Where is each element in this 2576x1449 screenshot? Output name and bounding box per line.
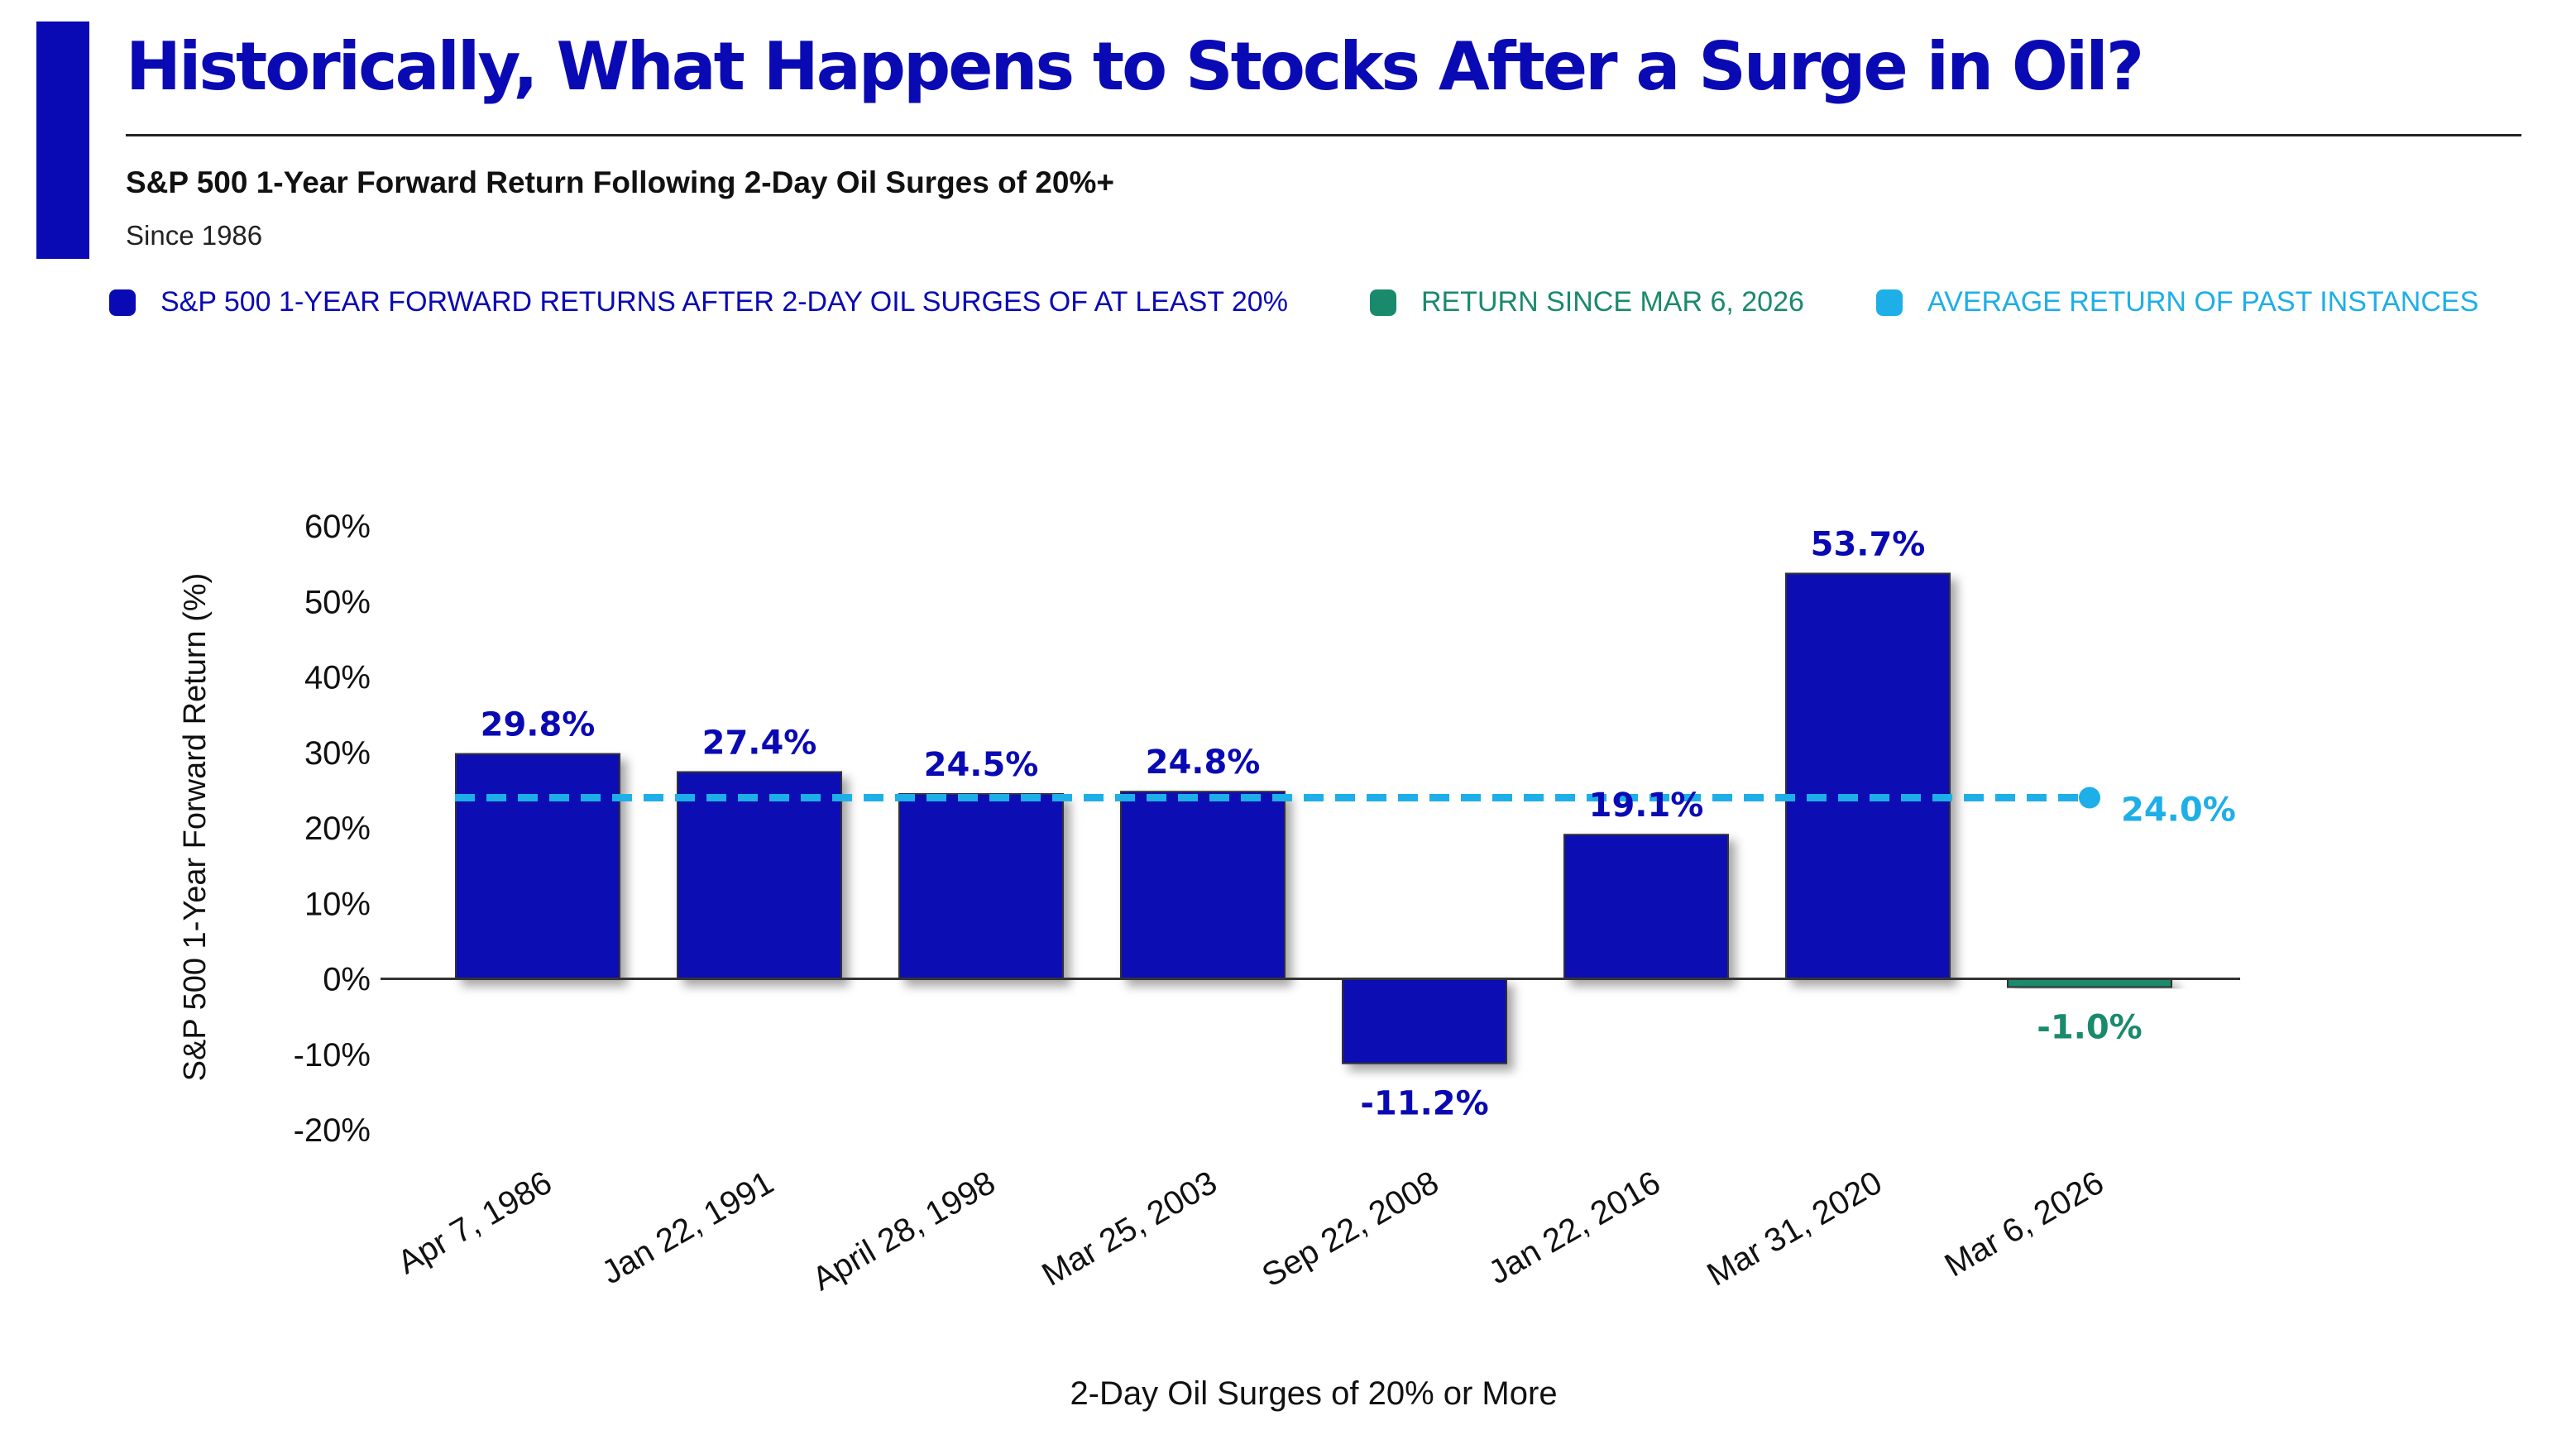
y-tick-label: 60% (304, 509, 371, 545)
legend-swatch-green (1370, 289, 1396, 316)
y-tick-label: -20% (294, 1112, 371, 1149)
x-tick-label: Mar 25, 2003 (1036, 1164, 1223, 1294)
y-tick-label: 40% (304, 660, 371, 696)
chart-subtitle: S&P 500 1-Year Forward Return Following … (126, 165, 1114, 199)
legend-swatch-blue (109, 289, 136, 316)
x-tick-label: Mar 31, 2020 (1701, 1164, 1888, 1294)
x-tick-label: Sep 22, 2008 (1256, 1164, 1444, 1294)
data-label: 53.7% (1811, 525, 1926, 563)
legend-swatch-light-blue (1876, 289, 1903, 316)
data-label: -11.2% (1360, 1085, 1488, 1123)
legend-item-average: AVERAGE RETURN OF PAST INSTANCES (1876, 286, 2478, 318)
y-tick-label: 20% (304, 811, 371, 847)
x-tick-label: Jan 22, 2016 (1482, 1164, 1666, 1292)
data-label: 24.8% (1146, 744, 1261, 782)
x-tick-label: Mar 6, 2026 (1939, 1164, 2110, 1284)
x-tick-label: Jan 22, 1991 (596, 1164, 779, 1292)
bar (898, 792, 1064, 980)
x-tick-label: April 28, 1998 (807, 1164, 1002, 1298)
data-label: 27.4% (702, 724, 817, 762)
x-axis-title: 2-Day Oil Surges of 20% or More (1070, 1375, 1557, 1412)
y-tick-label: -10% (294, 1037, 371, 1074)
average-line-marker (2079, 787, 2100, 809)
accent-bar (36, 22, 89, 259)
since-note: Since 1986 (126, 220, 263, 251)
page-title: Historically, What Happens to Stocks Aft… (126, 28, 2144, 105)
bar (677, 771, 842, 980)
data-label: -1.0% (2037, 1009, 2143, 1047)
data-label: 19.1% (1589, 787, 1704, 825)
data-label: 24.5% (924, 746, 1039, 784)
y-tick-label: 30% (304, 735, 371, 772)
data-label: 29.8% (481, 706, 596, 744)
legend-item-current-return: RETURN SINCE MAR 6, 2026 (1370, 286, 1804, 318)
legend-item-past-returns: S&P 500 1-YEAR FORWARD RETURNS AFTER 2-D… (109, 286, 1288, 318)
x-tick-label: Apr 7, 1986 (391, 1164, 558, 1282)
title-divider (126, 134, 2521, 136)
bar (1785, 572, 1951, 980)
y-tick-label: 10% (304, 886, 371, 922)
bar (455, 753, 620, 980)
y-tick-label: 50% (304, 584, 371, 620)
average-label: 24.0% (2121, 791, 2236, 830)
legend-label-current-return: RETURN SINCE MAR 6, 2026 (1421, 286, 1804, 318)
legend-label-average: AVERAGE RETURN OF PAST INSTANCES (1927, 286, 2479, 318)
bar (1342, 978, 1507, 1064)
bar (1120, 791, 1286, 980)
bar (1563, 834, 1729, 980)
y-tick-label: 0% (323, 962, 371, 998)
y-axis-title: S&P 500 1-Year Forward Return (%) (178, 573, 213, 1082)
legend-label-past-returns: S&P 500 1-YEAR FORWARD RETURNS AFTER 2-D… (160, 286, 1288, 318)
